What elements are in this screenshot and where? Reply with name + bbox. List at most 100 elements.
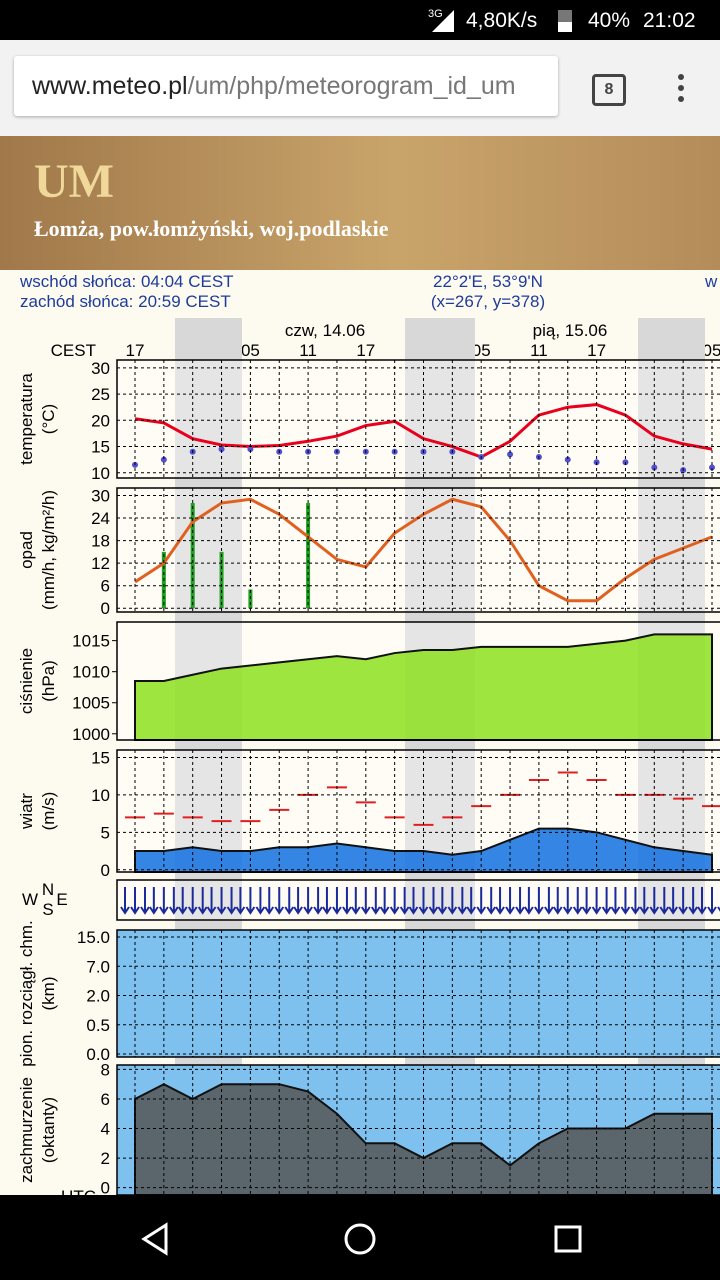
time-label: 17 [587, 341, 606, 360]
dew-point-dot [507, 451, 514, 458]
time-label: 17 [356, 341, 375, 360]
wind-arrow [379, 887, 390, 915]
tabs-button[interactable]: 8 [592, 74, 626, 106]
wind-arrow [322, 887, 332, 915]
dew-point-dot [160, 456, 167, 463]
wind-arrow [350, 887, 361, 915]
y-tick-label: 0.5 [86, 1016, 110, 1035]
wind-arrow [437, 887, 448, 915]
wind-arrow [120, 887, 130, 915]
menu-button[interactable] [678, 74, 684, 107]
wind-arrow [226, 887, 237, 915]
panel-frame [116, 359, 720, 479]
y-tick-label: 1015 [72, 632, 110, 651]
y-axis-title: (mm/h, kg/m²/h) [39, 490, 58, 610]
y-axis-title: (oktanty) [39, 1097, 58, 1163]
wind-arrow [717, 906, 720, 912]
y-tick-label: 30 [91, 359, 110, 378]
sunset: zachód słońca: 20:59 CEST [20, 292, 231, 311]
wind-arrow [332, 887, 342, 915]
wind-arrow [264, 887, 275, 915]
wind-arrow [284, 887, 295, 915]
dew-point-dot [709, 464, 715, 471]
panel-frame [116, 879, 720, 921]
y-axis-title: wiatr [17, 793, 36, 830]
y-tick-label: 0.0 [86, 1045, 110, 1064]
wind-arrow [659, 887, 670, 915]
wind-arrow [534, 887, 544, 915]
time-label: 05 [241, 341, 260, 360]
url-path: /um/php/meteorogram_id_um [187, 72, 516, 100]
wind-arrow [668, 887, 678, 915]
url-field[interactable]: www.meteo.pl/um/php/meteorogram_id_um [14, 56, 558, 116]
panel-background [117, 930, 720, 1057]
wind-arrow [524, 887, 534, 915]
wind-arrow [197, 887, 208, 915]
wind-arrow [408, 887, 419, 915]
y-axis-title: (°C) [39, 404, 58, 434]
wind-arrow [130, 887, 140, 915]
y-axis-title: (hPa) [39, 660, 58, 702]
compass-letter: E [56, 890, 67, 909]
y-axis-title: zachmurzenie [17, 1077, 36, 1183]
wind-arrow [245, 887, 256, 915]
back-button[interactable] [141, 1222, 168, 1256]
y-tick-label: 18 [91, 532, 110, 551]
url-host: www.meteo.pl [32, 72, 188, 100]
day-label: pią, 15.06 [533, 321, 608, 340]
y-tick-label: 0 [101, 599, 110, 618]
header-location: Łomża, pow.łomżyński, woj.podlaskie [34, 216, 389, 241]
wind-arrow [169, 887, 179, 915]
wind-arrow [418, 887, 429, 915]
day-label: czw, 14.06 [285, 321, 365, 340]
wind-arrow [505, 887, 515, 915]
utc-label: UTC [61, 1187, 96, 1195]
y-tick-label: 0 [101, 861, 110, 880]
panel-frame [116, 929, 720, 1058]
wind-arrow [707, 887, 717, 915]
y-tick-label: 10 [91, 786, 110, 805]
wind-arrow [360, 887, 371, 915]
battery-icon [558, 10, 572, 32]
wind-arrow [274, 887, 285, 915]
meteogram: wschód słońca: 04:04 CEST zachód słońca:… [0, 270, 720, 1195]
y-axis-title: ciśnienie [17, 648, 36, 714]
y-tick-label: 10 [91, 464, 110, 483]
wind-arrow [255, 887, 266, 915]
network: 3G [428, 8, 443, 20]
compass-letter: S [42, 900, 53, 919]
wind-arrow [476, 887, 487, 915]
y-tick-label: 12 [91, 554, 110, 573]
header-title: UM [34, 155, 114, 208]
wind-arrow [457, 887, 468, 915]
y-tick-label: 20 [91, 411, 110, 430]
time-label: 11 [530, 341, 548, 360]
battery: 40% [588, 9, 631, 32]
wind-arrow [216, 887, 227, 915]
y-axis-title: (km) [39, 977, 58, 1011]
status-bar: 3G 4,80K/s 40% 21:02 [0, 0, 720, 40]
header: UM Łomża, pow.łomżyński, woj.podlaskie [0, 136, 720, 270]
y-tick-label: 6 [101, 577, 110, 596]
wind-arrow [187, 887, 198, 915]
wind-arrow [428, 887, 439, 915]
y-tick-label: 4 [101, 1120, 110, 1139]
time-label: 17 [126, 341, 145, 360]
wind-arrow [639, 887, 650, 915]
wind-arrow [140, 887, 150, 915]
home-button[interactable] [344, 1223, 376, 1255]
grid-cell: (x=267, y=378) [431, 292, 545, 311]
area [134, 633, 713, 741]
panel-frame [116, 1064, 720, 1195]
y-axis-title: opad [17, 531, 36, 569]
y-axis-title: pion. rozciągł. chm. [17, 920, 36, 1066]
wind-arrow [572, 887, 583, 915]
recents-button[interactable] [554, 1225, 582, 1253]
wind-arrow [342, 887, 352, 915]
y-tick-label: 1010 [72, 663, 110, 682]
wind-arrow [581, 887, 592, 915]
area [134, 827, 713, 873]
panel-background [117, 488, 720, 612]
y-tick-label: 2 [101, 1149, 110, 1168]
